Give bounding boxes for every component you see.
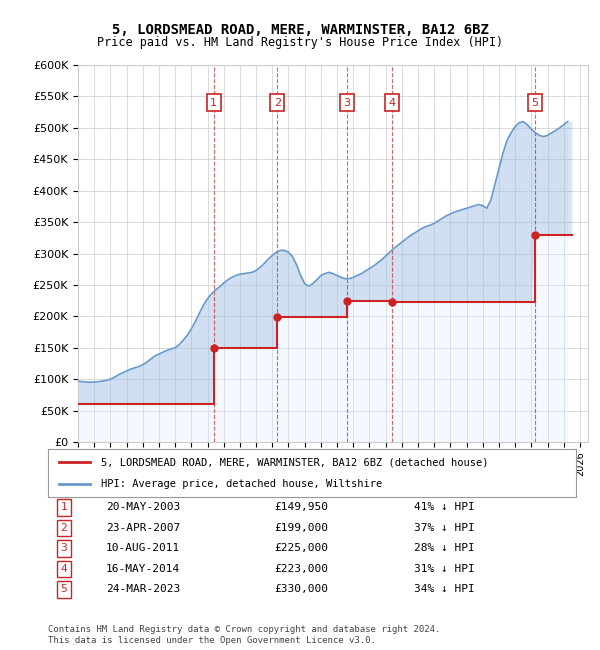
Text: 2: 2 xyxy=(274,98,281,108)
Text: 5, LORDSMEAD ROAD, MERE, WARMINSTER, BA12 6BZ (detached house): 5, LORDSMEAD ROAD, MERE, WARMINSTER, BA1… xyxy=(101,457,488,467)
Text: 16-MAY-2014: 16-MAY-2014 xyxy=(106,564,180,574)
Text: £330,000: £330,000 xyxy=(274,584,328,594)
Text: £223,000: £223,000 xyxy=(274,564,328,574)
Text: 5: 5 xyxy=(532,98,538,108)
Text: This data is licensed under the Open Government Licence v3.0.: This data is licensed under the Open Gov… xyxy=(48,636,376,645)
Text: 1: 1 xyxy=(61,502,67,512)
Text: 2: 2 xyxy=(61,523,67,533)
Text: 5: 5 xyxy=(61,584,67,594)
Text: 3: 3 xyxy=(343,98,350,108)
Text: Price paid vs. HM Land Registry's House Price Index (HPI): Price paid vs. HM Land Registry's House … xyxy=(97,36,503,49)
Text: 4: 4 xyxy=(61,564,67,574)
Text: 34% ↓ HPI: 34% ↓ HPI xyxy=(413,584,475,594)
Text: 4: 4 xyxy=(388,98,395,108)
Text: 5, LORDSMEAD ROAD, MERE, WARMINSTER, BA12 6BZ: 5, LORDSMEAD ROAD, MERE, WARMINSTER, BA1… xyxy=(112,23,488,37)
Text: £199,000: £199,000 xyxy=(274,523,328,533)
Text: 1: 1 xyxy=(210,98,217,108)
Text: 23-APR-2007: 23-APR-2007 xyxy=(106,523,180,533)
Text: 24-MAR-2023: 24-MAR-2023 xyxy=(106,584,180,594)
Text: 20-MAY-2003: 20-MAY-2003 xyxy=(106,502,180,512)
Text: 41% ↓ HPI: 41% ↓ HPI xyxy=(413,502,475,512)
Text: £225,000: £225,000 xyxy=(274,543,328,553)
Text: Contains HM Land Registry data © Crown copyright and database right 2024.: Contains HM Land Registry data © Crown c… xyxy=(48,625,440,634)
Text: 3: 3 xyxy=(61,543,67,553)
Text: 10-AUG-2011: 10-AUG-2011 xyxy=(106,543,180,553)
Text: HPI: Average price, detached house, Wiltshire: HPI: Average price, detached house, Wilt… xyxy=(101,478,382,489)
Text: 28% ↓ HPI: 28% ↓ HPI xyxy=(413,543,475,553)
Text: £149,950: £149,950 xyxy=(274,502,328,512)
Text: 31% ↓ HPI: 31% ↓ HPI xyxy=(413,564,475,574)
Text: 37% ↓ HPI: 37% ↓ HPI xyxy=(413,523,475,533)
